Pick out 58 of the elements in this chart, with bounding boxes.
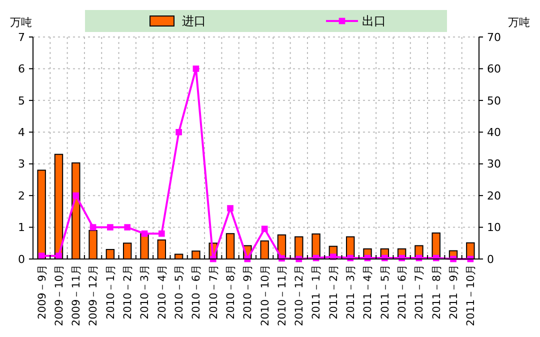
x-tick-label: 2010－9月 bbox=[242, 264, 254, 320]
legend-label: 出口 bbox=[362, 14, 386, 28]
y2-tick-label: 0 bbox=[487, 252, 494, 266]
x-tick-label: 2011－7月 bbox=[414, 264, 426, 320]
y2-tick-label: 50 bbox=[487, 94, 501, 108]
point bbox=[192, 66, 200, 72]
y-tick-label: 7 bbox=[18, 30, 25, 44]
y-tick-label: 4 bbox=[18, 126, 25, 139]
y2-tick-label: 70 bbox=[487, 30, 501, 44]
point bbox=[107, 224, 114, 230]
x-tick-label: 2010－7月 bbox=[208, 264, 220, 320]
x-tick-label: 2011－3月 bbox=[345, 264, 358, 320]
y2-tick-label: 30 bbox=[487, 158, 501, 171]
point bbox=[38, 252, 45, 259]
x-tick-label: 2011－1月 bbox=[310, 264, 323, 320]
point bbox=[141, 230, 148, 237]
y-tick-label: 1 bbox=[18, 221, 25, 234]
x-tick-label: 2011－9月 bbox=[448, 264, 460, 320]
x-tick-label: 2010－10月 bbox=[259, 264, 272, 326]
x-tick-label: 2010－6月 bbox=[190, 264, 203, 320]
x-tick-label: 2009－12月 bbox=[88, 264, 100, 326]
point bbox=[158, 230, 165, 237]
point bbox=[56, 252, 62, 259]
y-tick-label: 2 bbox=[18, 189, 25, 202]
x-tick-label: 2010－5月 bbox=[173, 264, 186, 320]
x-tick-label: 2011－5月 bbox=[379, 264, 392, 320]
y2-tick-label: 10 bbox=[487, 221, 501, 234]
y-tick-label: 5 bbox=[18, 94, 25, 108]
x-tick-label: 2009－9月 bbox=[36, 264, 48, 320]
y2-axis-title: 万吨 bbox=[508, 16, 530, 29]
x-tick-label: 2011－6月 bbox=[396, 264, 408, 320]
x-tick-label: 2009－10月 bbox=[53, 264, 66, 326]
y2-tick-label: 60 bbox=[487, 62, 501, 76]
x-tick-label: 2010－12月 bbox=[294, 264, 306, 326]
y2-tick-label: 40 bbox=[487, 126, 501, 139]
legend-label: 进口 bbox=[182, 14, 206, 28]
x-tick-label: 2009－11月 bbox=[70, 264, 83, 326]
x-tick-label: 2010－3月 bbox=[139, 264, 152, 320]
y-axis-title: 万吨 bbox=[10, 16, 32, 29]
x-tick-label: 2011－4月 bbox=[362, 264, 374, 320]
point bbox=[227, 205, 234, 212]
x-tick-label: 2010－11月 bbox=[276, 264, 288, 326]
y-tick-label: 3 bbox=[18, 158, 25, 171]
point bbox=[261, 226, 268, 232]
y-tick-label: 0 bbox=[18, 252, 25, 266]
x-tick-label: 2010－8月 bbox=[224, 264, 237, 320]
x-tick-label: 2010－2月 bbox=[122, 264, 134, 320]
x-tick-label: 2010－1月 bbox=[104, 264, 117, 320]
point bbox=[124, 224, 131, 230]
point bbox=[176, 128, 182, 136]
x-tick-label: 2011－8月 bbox=[430, 264, 443, 320]
y-tick-label: 6 bbox=[18, 62, 25, 76]
x-tick-label: 2011－2月 bbox=[328, 264, 340, 320]
point bbox=[72, 192, 80, 199]
x-tick-label: 2010－4月 bbox=[156, 264, 168, 320]
point bbox=[90, 224, 96, 230]
y2-tick-label: 20 bbox=[487, 189, 501, 202]
x-tick-label: 2011－10月 bbox=[465, 264, 478, 326]
